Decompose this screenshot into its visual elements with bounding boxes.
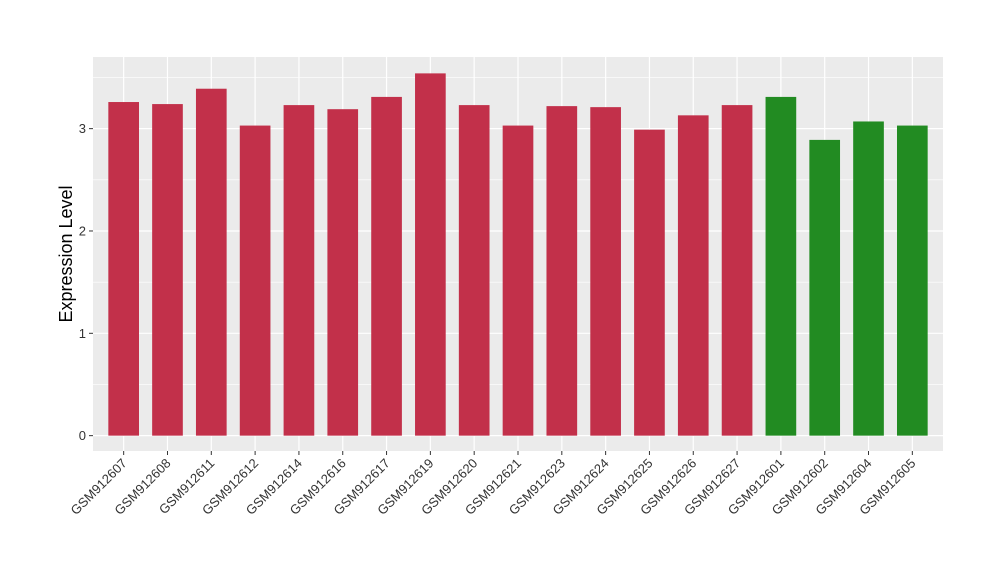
bar-GSM912605 — [896, 125, 928, 436]
bar-GSM912614 — [283, 105, 315, 436]
bar-GSM912620 — [458, 105, 490, 436]
bar-GSM912626 — [677, 115, 709, 436]
bar-GSM912602 — [809, 139, 841, 436]
bar-GSM912621 — [502, 125, 534, 436]
bars — [108, 73, 928, 436]
x-axis: GSM912607GSM912608GSM912611GSM912612GSM9… — [68, 451, 918, 518]
bar-GSM912627 — [721, 105, 753, 436]
y-axis-title: Expression Level — [56, 185, 76, 322]
bar-GSM912604 — [853, 121, 884, 436]
bar-GSM912611 — [195, 88, 227, 436]
bar-GSM912623 — [546, 106, 578, 436]
bar-GSM912616 — [327, 109, 359, 436]
bar-GSM912608 — [152, 104, 183, 436]
y-axis: 0 1 2 3 — [79, 121, 93, 443]
bar-GSM912612 — [239, 125, 271, 436]
bar-GSM912601 — [765, 96, 797, 436]
bar-GSM912619 — [415, 73, 446, 436]
y-tick-label: 1 — [79, 326, 86, 341]
bar-GSM912625 — [634, 129, 665, 436]
bar-GSM912617 — [371, 96, 402, 436]
y-tick-label: 3 — [79, 121, 86, 136]
y-tick-label: 2 — [79, 223, 86, 238]
bar-GSM912624 — [590, 107, 621, 436]
bar-GSM912607 — [108, 102, 140, 436]
y-tick-label: 0 — [79, 428, 86, 443]
